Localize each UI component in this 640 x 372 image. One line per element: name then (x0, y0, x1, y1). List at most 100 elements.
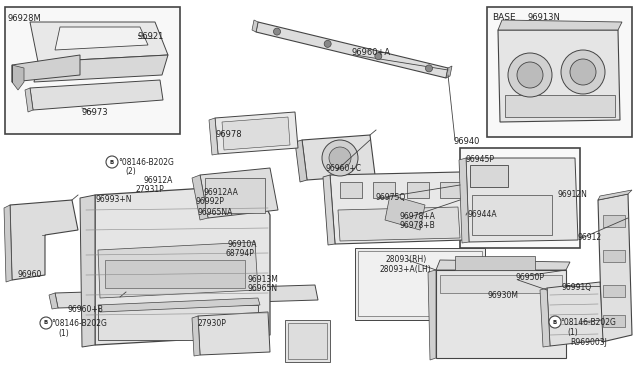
Text: (2): (2) (125, 167, 136, 176)
Text: 96912A: 96912A (143, 176, 172, 185)
Bar (205, 178, 265, 213)
Polygon shape (4, 205, 12, 282)
Text: °08146-B202G: °08146-B202G (560, 318, 616, 327)
Text: (1): (1) (567, 328, 578, 337)
Text: 96928M: 96928M (8, 14, 42, 23)
Bar (440, 182, 462, 198)
Text: °08146-B202G: °08146-B202G (118, 158, 174, 167)
Polygon shape (256, 22, 448, 78)
Bar (603, 215, 625, 227)
Bar (487, 7, 632, 137)
Bar (355, 248, 485, 320)
Polygon shape (498, 30, 620, 122)
Polygon shape (98, 298, 260, 312)
Polygon shape (466, 158, 578, 242)
Text: BASE: BASE (492, 13, 516, 22)
Bar (358, 251, 482, 316)
Text: 96993+N: 96993+N (95, 195, 131, 204)
Text: 96973: 96973 (82, 108, 109, 117)
Text: 96960+A: 96960+A (351, 48, 390, 57)
Polygon shape (49, 293, 58, 309)
Text: °08146-B202G: °08146-B202G (51, 319, 107, 328)
Polygon shape (428, 270, 436, 360)
Polygon shape (55, 27, 148, 50)
Polygon shape (385, 195, 425, 230)
Bar (470, 165, 508, 187)
Polygon shape (12, 65, 24, 90)
Polygon shape (222, 117, 290, 150)
Text: 68794P: 68794P (226, 249, 255, 258)
Circle shape (375, 52, 382, 60)
Text: B: B (110, 160, 114, 164)
Polygon shape (209, 118, 218, 155)
Text: 96912AA: 96912AA (203, 188, 238, 197)
Text: 96960+C: 96960+C (326, 164, 362, 173)
Circle shape (329, 147, 351, 169)
Polygon shape (330, 172, 465, 244)
Text: 96960+B: 96960+B (67, 305, 103, 314)
Text: R969003J: R969003J (570, 338, 607, 347)
Bar (505, 95, 615, 117)
Circle shape (40, 317, 52, 329)
Circle shape (322, 140, 358, 176)
Text: 27930P: 27930P (198, 319, 227, 328)
Bar (603, 315, 625, 327)
Polygon shape (95, 185, 270, 345)
Text: 28093(RH): 28093(RH) (385, 255, 426, 264)
Bar (5, 7, 180, 134)
Polygon shape (30, 80, 163, 110)
Polygon shape (192, 316, 200, 356)
Text: 96912N: 96912N (558, 190, 588, 199)
Text: 96910A: 96910A (227, 240, 257, 249)
Polygon shape (12, 55, 80, 82)
Polygon shape (598, 190, 632, 200)
Text: B: B (44, 321, 48, 326)
Circle shape (570, 59, 596, 85)
Text: 96913N: 96913N (528, 13, 561, 22)
Polygon shape (200, 168, 278, 218)
Polygon shape (302, 135, 375, 180)
Polygon shape (80, 195, 95, 347)
Polygon shape (215, 112, 298, 154)
Circle shape (106, 156, 118, 168)
Bar (105, 260, 245, 288)
Text: 96930M: 96930M (488, 291, 519, 300)
Polygon shape (295, 140, 307, 182)
Bar (603, 250, 625, 262)
Polygon shape (498, 20, 622, 30)
Text: 96921: 96921 (138, 32, 164, 41)
Text: B: B (553, 320, 557, 324)
Text: 96965NA: 96965NA (198, 208, 234, 217)
Bar (455, 256, 535, 270)
Text: 96978: 96978 (215, 130, 242, 139)
Text: 96950P: 96950P (516, 273, 545, 282)
Text: 96945P: 96945P (466, 155, 495, 164)
Text: 96992P: 96992P (196, 197, 225, 206)
Circle shape (517, 62, 543, 88)
Polygon shape (540, 288, 550, 347)
Polygon shape (547, 282, 603, 346)
Bar (373, 182, 396, 198)
Text: 96960: 96960 (18, 270, 42, 279)
Bar (406, 182, 429, 198)
Polygon shape (598, 194, 632, 342)
Bar (340, 182, 362, 198)
Polygon shape (338, 207, 460, 241)
Polygon shape (55, 285, 318, 308)
Text: 96912: 96912 (578, 233, 602, 242)
Text: 96975Q: 96975Q (375, 193, 405, 202)
Polygon shape (436, 260, 570, 270)
Bar (460, 148, 580, 248)
Polygon shape (30, 22, 168, 62)
Polygon shape (34, 55, 168, 82)
Circle shape (273, 28, 280, 35)
Bar (440, 275, 562, 293)
Polygon shape (192, 175, 208, 220)
Text: 96913M: 96913M (248, 275, 279, 284)
Polygon shape (323, 175, 335, 245)
Bar (288, 323, 327, 359)
Circle shape (426, 65, 433, 72)
Bar (472, 195, 552, 235)
Text: 27931P: 27931P (135, 185, 164, 194)
Polygon shape (198, 312, 270, 355)
